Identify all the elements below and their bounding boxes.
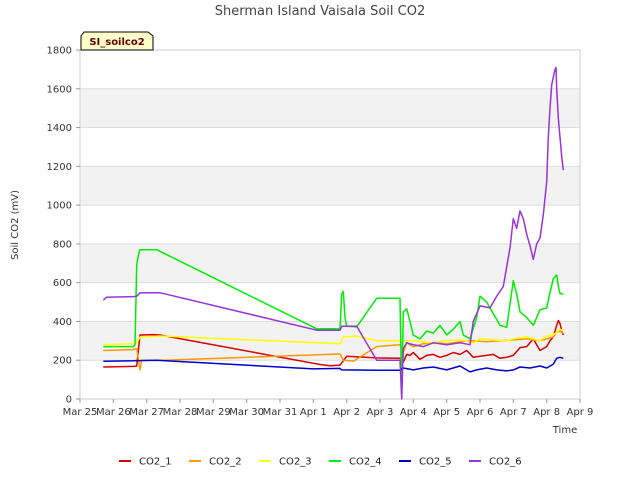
series-line-co2-5: [103, 356, 564, 373]
y-tick-label: 0: [66, 395, 72, 406]
y-tick-label: 1400: [47, 123, 72, 134]
plot-band-1: [80, 243, 580, 283]
legend-item-co2-2[interactable]: CO2_2: [189, 457, 242, 468]
site-label: SI_soilco2: [89, 37, 144, 48]
plot-frame: [79, 49, 581, 400]
legend-item-co2-3[interactable]: CO2_3: [259, 457, 312, 468]
x-tick-label: Apr 5: [433, 407, 460, 418]
x-tick-label: Apr 6: [467, 407, 494, 418]
series-line-co2-1: [103, 319, 564, 368]
y-tick-label: 1800: [47, 46, 72, 57]
legend-label: CO2_2: [209, 457, 242, 468]
x-tick-label: Mar 31: [263, 407, 298, 418]
x-tick-label: Mar 25: [63, 407, 98, 418]
x-axis-title: Time: [552, 425, 577, 436]
x-tick-label: Mar 29: [196, 407, 231, 418]
chart-title: Sherman Island Vaisala Soil CO2: [215, 4, 425, 19]
x-tick-label: Apr 9: [567, 407, 594, 418]
x-tick-label: Mar 27: [129, 407, 164, 418]
series-line-co2-6: [102, 66, 565, 400]
x-tick-label: Apr 8: [533, 407, 560, 418]
x-tick-label: Apr 3: [367, 407, 394, 418]
x-tick-label: Apr 1: [300, 407, 327, 418]
x-tick-label: Apr 4: [400, 407, 427, 418]
plot-band-2: [80, 166, 580, 206]
legend-item-co2-4[interactable]: CO2_4: [329, 457, 382, 468]
series-lines: [102, 66, 565, 400]
plot-band-3: [80, 88, 580, 128]
legend-label: CO2_4: [349, 457, 382, 468]
x-tick-label: Mar 28: [163, 407, 198, 418]
series-line-co2-3: [103, 328, 564, 346]
site-label-box: SI_soilco2: [80, 31, 154, 51]
y-tick-label: 1000: [47, 201, 72, 212]
y-axis-ticks: 0 200 400 600 800 1000 1200 1400 1600 1800: [47, 46, 80, 406]
legend-label: CO2_1: [139, 457, 172, 468]
y-axis-title: Soil CO2 (mV): [10, 190, 21, 260]
x-tick-label: Mar 26: [96, 407, 131, 418]
y-tick-label: 800: [53, 239, 72, 250]
x-tick-label: Apr 7: [500, 407, 527, 418]
legend: CO2_1 CO2_2 CO2_3 CO2_4 CO2_5 CO2_6: [119, 457, 522, 468]
legend-label: CO2_3: [279, 457, 312, 468]
y-tick-label: 200: [53, 356, 72, 367]
legend-label: CO2_5: [419, 457, 452, 468]
y-tick-label: 400: [53, 317, 72, 328]
y-tick-label: 1200: [47, 162, 72, 173]
x-tick-label: Apr 2: [333, 407, 360, 418]
x-tick-label: Mar 30: [229, 407, 264, 418]
legend-item-co2-1[interactable]: CO2_1: [119, 457, 172, 468]
y-tick-label: 600: [53, 278, 72, 289]
legend-item-co2-5[interactable]: CO2_5: [399, 457, 452, 468]
legend-label: CO2_6: [489, 457, 522, 468]
y-tick-label: 1600: [47, 84, 72, 95]
legend-item-co2-6[interactable]: CO2_6: [469, 457, 522, 468]
